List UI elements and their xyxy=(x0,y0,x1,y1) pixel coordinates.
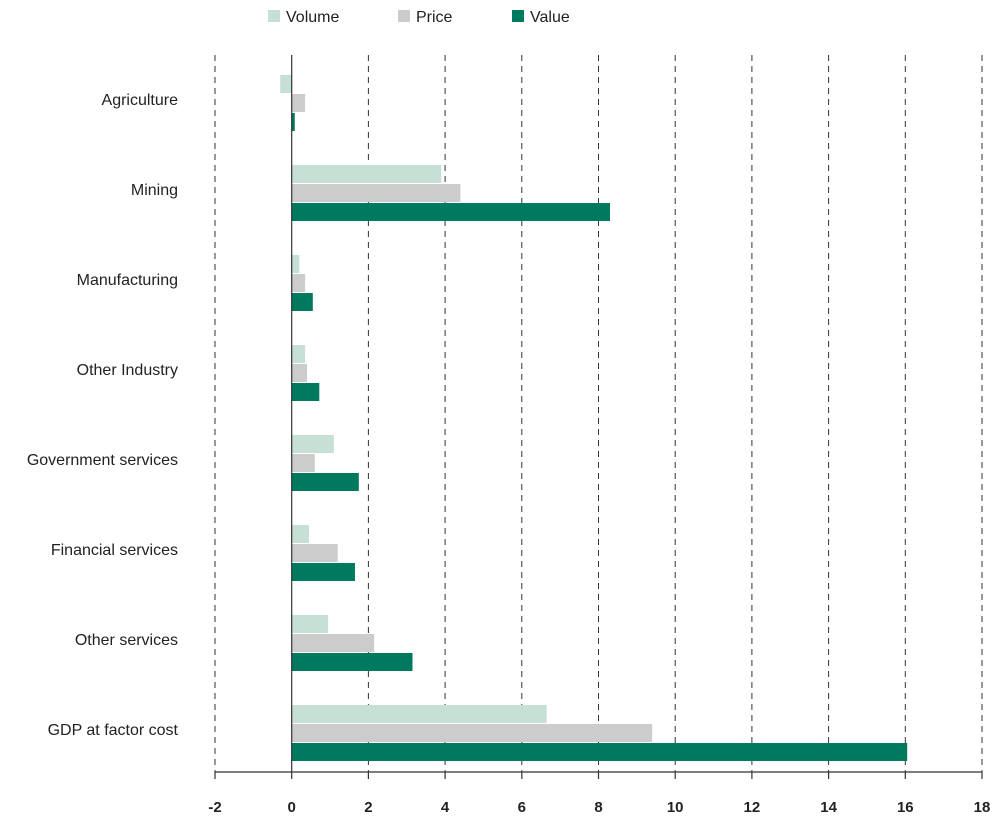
axes xyxy=(214,55,983,779)
bar-price-3 xyxy=(291,364,308,382)
bar-value-7 xyxy=(291,743,908,761)
bar-volume-0 xyxy=(280,75,292,93)
bar-value-1 xyxy=(291,203,611,221)
bar-value-2 xyxy=(291,293,313,311)
category-label: GDP at factor cost xyxy=(48,722,179,739)
bar-value-3 xyxy=(291,383,320,401)
bar-volume-4 xyxy=(291,435,334,453)
bar-price-2 xyxy=(291,274,306,292)
x-tick-label: 6 xyxy=(518,799,526,816)
x-tick-label: 4 xyxy=(441,799,450,816)
category-label: Other services xyxy=(75,632,178,649)
legend-swatch-price xyxy=(398,10,410,22)
bar-volume-2 xyxy=(291,255,300,273)
bar-volume-1 xyxy=(291,165,442,183)
bar-volume-3 xyxy=(291,345,306,363)
bar-value-4 xyxy=(291,473,359,491)
legend-label-volume: Volume xyxy=(286,9,339,26)
bar-value-6 xyxy=(291,653,413,671)
category-label: Agriculture xyxy=(102,92,179,109)
bar-value-0 xyxy=(291,113,295,131)
bars xyxy=(280,75,908,761)
bar-value-5 xyxy=(291,563,355,581)
category-label: Other Industry xyxy=(77,362,178,379)
legend-swatch-value xyxy=(512,10,524,22)
bar-volume-6 xyxy=(291,615,329,633)
legend: Volume Price Value xyxy=(268,9,570,26)
bar-price-0 xyxy=(291,94,306,112)
bar-price-6 xyxy=(291,634,375,652)
x-tick-label: 12 xyxy=(744,799,761,816)
bar-price-1 xyxy=(291,184,461,202)
bar-volume-7 xyxy=(291,705,547,723)
bar-price-5 xyxy=(291,544,338,562)
legend-swatch-volume xyxy=(268,10,280,22)
tick-labels: -2 0 2 4 6 8 10 12 14 16 18 xyxy=(208,799,990,816)
x-tick-label: 10 xyxy=(667,799,684,816)
x-tick-label: 14 xyxy=(820,799,837,816)
gridlines xyxy=(214,55,983,772)
bar-volume-5 xyxy=(291,525,309,543)
x-tick-label: 16 xyxy=(897,799,914,816)
category-label: Manufacturing xyxy=(77,272,178,289)
bar-price-4 xyxy=(291,454,315,472)
x-tick-label: 0 xyxy=(288,799,296,816)
category-labels: Agriculture Mining Manufacturing Other Indu… xyxy=(27,92,179,739)
x-tick-label: 18 xyxy=(974,799,991,816)
legend-label-value: Value xyxy=(530,9,570,26)
category-label: Government services xyxy=(27,452,178,469)
x-tick-label: 2 xyxy=(364,799,372,816)
x-tick-label: -2 xyxy=(208,799,221,816)
category-label: Financial services xyxy=(51,542,178,559)
legend-label-price: Price xyxy=(416,9,453,26)
x-tick-label: 8 xyxy=(594,799,602,816)
category-label: Mining xyxy=(131,182,178,199)
bar-price-7 xyxy=(291,724,653,742)
